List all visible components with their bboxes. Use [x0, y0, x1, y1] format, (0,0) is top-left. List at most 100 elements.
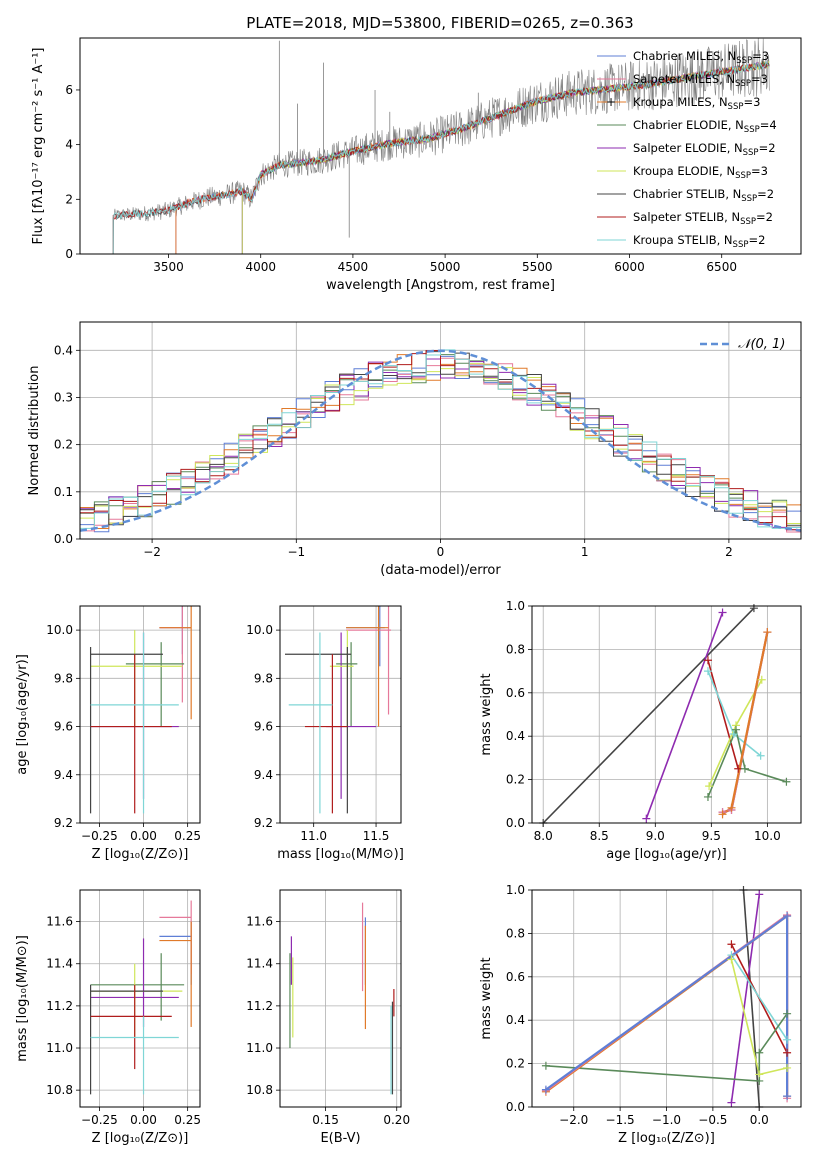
x-tick-label: 0.25	[174, 829, 201, 843]
x-tick-label: −0.5	[698, 1113, 727, 1127]
x-axis-label: wavelength [Angstrom, rest frame]	[326, 278, 555, 293]
model-line-0	[175, 61, 770, 254]
grid	[80, 890, 200, 1107]
weight-marker	[782, 777, 791, 786]
axes-frame	[279, 889, 402, 1108]
legend-sub: SSP	[733, 240, 749, 250]
legend-sub: SSP	[741, 194, 757, 204]
legend-label: 𝒩(0, 1)	[738, 337, 785, 352]
legend: 𝒩(0, 1)	[700, 337, 785, 352]
y-tick-label: 9.2	[254, 816, 273, 830]
weight-marker	[755, 890, 764, 899]
legend-label: Chabrier MILES, NSSP=3	[633, 49, 769, 66]
weight-marker	[703, 667, 712, 676]
plot-area	[112, 38, 770, 254]
y-tick-label: 4	[65, 138, 73, 152]
legend-label: Kroupa ELODIE, NSSP=3	[633, 164, 768, 181]
x-tick-label: 0.00	[130, 829, 157, 843]
y-tick-label: 0.4	[506, 1013, 525, 1027]
y-tick-label: 11.6	[246, 915, 273, 929]
weight-marker	[541, 1085, 550, 1094]
x-tick-label: 1	[581, 545, 589, 559]
x-axis-label: Z [log₁₀(Z/Z⊙)]	[618, 1131, 715, 1146]
x-axis-label: Z [log₁₀(Z/Z⊙)]	[92, 847, 189, 862]
x-tick-label: 6000	[614, 260, 645, 274]
legend-label: Salpeter MILES, NSSP=3	[633, 72, 768, 89]
legend-name: Chabrier ELODIE, N	[633, 118, 744, 132]
weight-line-2	[707, 660, 739, 770]
weight-marker	[729, 730, 738, 739]
panel-5: 8.0 8.5 9.0 9.5 10.0 0.0 0.2 0.4 0.6 0.8 1.0 age [l…	[479, 599, 802, 862]
y-tick-label: 9.8	[254, 671, 273, 685]
weight-line-3	[707, 670, 762, 757]
y-tick-label: 2	[65, 192, 73, 206]
y-tick-label: 0.0	[54, 532, 73, 546]
axes-frame	[79, 321, 802, 540]
y-tick-label: 6	[65, 83, 73, 97]
legend-suffix: =2	[748, 233, 765, 247]
legend-sub: SSP	[744, 125, 760, 135]
model-line-8	[112, 60, 770, 254]
y-tick-label: 10.0	[46, 623, 73, 637]
panel-3: −0.25 0.00 0.25 9.2 9.4 9.6 9.8 10.0 Z [log₁₀(Z/…	[15, 605, 201, 862]
panel-4: 11.0 11.5 9.2 9.4 9.6 9.8 10.0 mass [log₁₀(M/M⊙…	[246, 605, 404, 862]
weight-line-5	[545, 1013, 788, 1082]
weight-marker	[718, 810, 727, 819]
axes-frame	[531, 889, 802, 1108]
x-tick-label: 5500	[522, 260, 553, 274]
panel-7: 0.15 0.20 10.8 11.0 11.2 11.4 11.6 E(B-V)	[246, 889, 410, 1146]
x-tick-label: −0.25	[81, 1113, 118, 1127]
legend: Chabrier MILES, NSSP=3 Salpeter MILES, NS…	[597, 49, 777, 250]
weight-marker	[642, 814, 651, 823]
weight-marker	[756, 751, 765, 760]
weight-marker	[727, 955, 736, 964]
legend-sub: SSP	[743, 148, 759, 158]
weight-marker	[734, 764, 743, 773]
x-tick-label: 10.0	[754, 829, 781, 843]
model-line-2	[175, 60, 770, 254]
plot-area	[89, 606, 192, 814]
x-axis-label: Z [log₁₀(Z/Z⊙)]	[92, 1131, 189, 1146]
panel-8: −2.0 −1.5 −1.0 −0.5 0.0 0.0 0.2 0.4 0.6 0.8 1.0 Z […	[479, 883, 802, 1146]
y-tick-label: 1.0	[506, 883, 525, 897]
y-tick-label: 0.8	[506, 926, 525, 940]
weight-marker	[755, 1048, 764, 1057]
x-tick-label: 5000	[430, 260, 461, 274]
legend-label: Chabrier ELODIE, NSSP=4	[633, 118, 777, 135]
axes-frame	[79, 889, 201, 1108]
legend-suffix: =3	[751, 72, 768, 86]
weight-marker	[718, 608, 727, 617]
legend-suffix: =3	[752, 49, 769, 63]
legend-label: Kroupa STELIB, NSSP=2	[633, 233, 765, 250]
weight-marker	[783, 912, 792, 921]
legend-name: Kroupa ELODIE, N	[633, 164, 735, 178]
weight-line-0	[542, 607, 755, 823]
model-line-1	[175, 61, 770, 254]
legend-marker: +	[606, 95, 616, 109]
x-tick-label: 0.20	[383, 1113, 410, 1127]
y-tick-label: 9.4	[254, 768, 273, 782]
weight-marker	[705, 782, 714, 791]
axes-frame	[79, 37, 802, 255]
x-tick-label: 11.5	[363, 829, 390, 843]
x-tick-label: 4500	[338, 260, 369, 274]
panel-6: −0.25 0.00 0.25 10.8 11.0 11.2 11.4 11.6 Z [log₁…	[15, 889, 201, 1146]
x-tick-label: 8.0	[534, 829, 553, 843]
legend-sub: SSP	[735, 171, 751, 181]
y-tick-label: 0.4	[506, 729, 525, 743]
plot-area	[289, 902, 395, 1095]
y-tick-label: 1.0	[506, 599, 525, 613]
x-tick-label: −1.5	[606, 1113, 635, 1127]
x-axis-label: mass [log₁₀(M/M⊙)]	[277, 847, 404, 862]
grid	[532, 605, 801, 824]
y-tick-label: 11.4	[246, 957, 273, 971]
weight-marker	[757, 675, 766, 684]
legend-label: Chabrier STELIB, NSSP=2	[633, 187, 774, 204]
grid	[280, 890, 401, 1107]
y-axis-label: Normed distribution	[27, 366, 42, 496]
histogram-8	[80, 349, 801, 529]
y-tick-label: 11.6	[46, 915, 73, 929]
y-tick-label: 11.0	[246, 1041, 273, 1055]
y-axis-label: Flux [fλ10⁻¹⁷ erg cm⁻² s⁻¹ A⁻¹]	[31, 48, 46, 245]
x-tick-label: −2.0	[559, 1113, 588, 1127]
